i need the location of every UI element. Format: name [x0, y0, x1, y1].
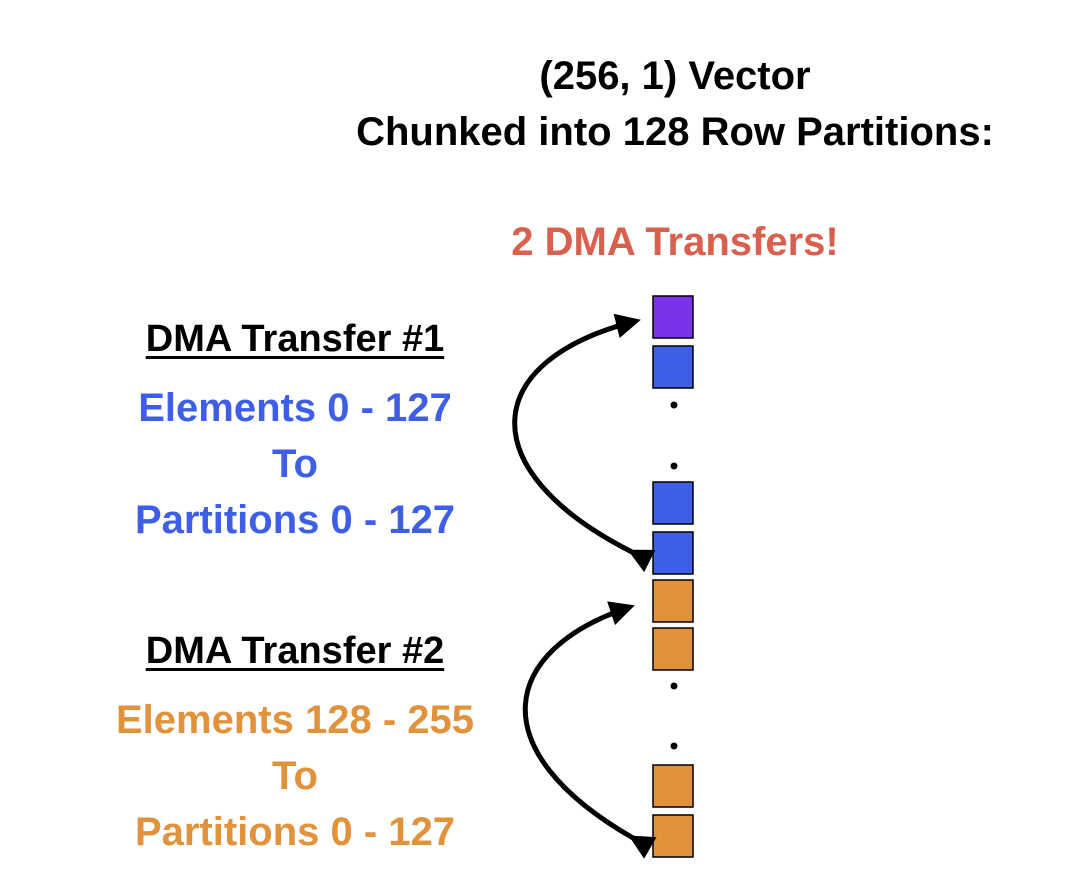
ellipsis-dot — [670, 401, 678, 409]
transfer-2-to: To — [272, 754, 318, 798]
partition-cell-orange — [652, 764, 694, 808]
transfer-1-to: To — [272, 442, 318, 486]
transfer-2-arrow — [522, 601, 657, 859]
ellipsis-dot — [670, 462, 678, 470]
transfer-2-partitions: Partitions 0 - 127 — [134, 810, 456, 854]
transfer-2-elements: Elements 128 - 255 — [116, 698, 474, 742]
title-line-2: Chunked into 128 Row Partitions: — [356, 110, 994, 154]
partition-cell-blue — [652, 481, 694, 525]
dma-transfer-count: 2 DMA Transfers! — [511, 220, 839, 264]
partition-cell-1-orange — [652, 627, 694, 671]
transfer-1-description: Elements 0 - 127 To Partitions 0 - 127 — [40, 380, 550, 548]
partition-cell-0-orange — [652, 579, 694, 623]
partition-cell-127-blue — [652, 531, 694, 575]
diagram-title: (256, 1) Vector Chunked into 128 Row Par… — [290, 48, 1060, 160]
transfer-2-heading: DMA Transfer #2 — [145, 630, 445, 672]
ellipsis-dot — [670, 742, 678, 750]
title-line-1: (256, 1) Vector — [539, 54, 811, 98]
transfer-1-elements: Elements 0 - 127 — [138, 386, 452, 430]
partition-cell-127-orange — [652, 814, 694, 858]
transfer-1-heading: DMA Transfer #1 — [145, 318, 445, 360]
transfer-1-partitions: Partitions 0 - 127 — [134, 498, 456, 542]
transfer-1-arrow — [512, 313, 656, 573]
transfer-2-description: Elements 128 - 255 To Partitions 0 - 127 — [40, 692, 550, 860]
partition-cell-0-purple — [652, 295, 694, 339]
partition-cell-1-blue — [652, 345, 694, 389]
ellipsis-dot — [670, 682, 678, 690]
